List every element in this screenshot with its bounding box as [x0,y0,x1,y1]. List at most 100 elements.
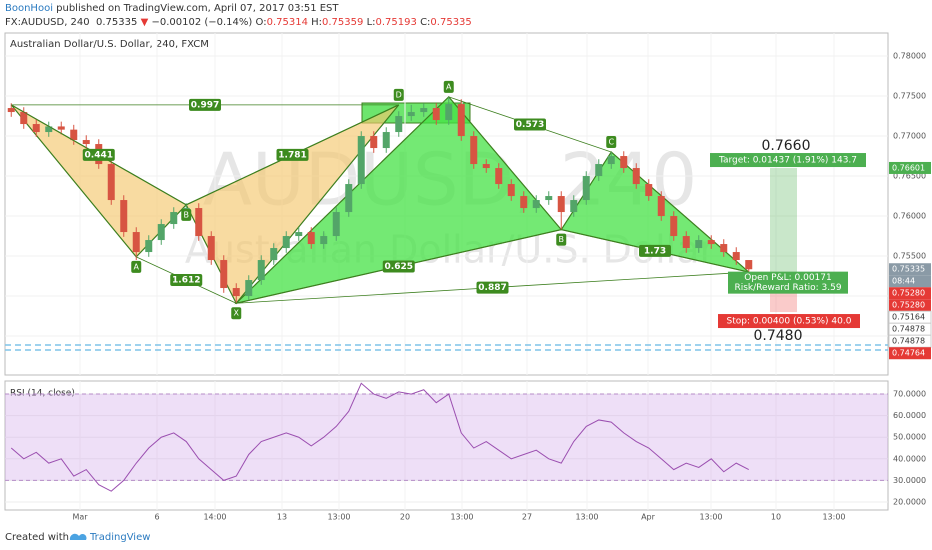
y-tick-label: 0.78000 [893,52,926,61]
footer-created: Created with [5,532,69,543]
candle-body [532,200,540,209]
candle-body [82,140,90,145]
pnl-text: Open P&L: 0.00171 [744,273,831,283]
candle-body [545,196,553,201]
x-tick-label: 13:00 [699,513,722,522]
candle-body [70,129,78,141]
candle-body [407,112,415,117]
price-tag-label: 0.75280 [892,301,925,310]
last-price: 0.75335 [96,17,137,28]
candle-body [595,164,603,177]
header-line: BoonHooi published on TradingView.com, A… [5,3,339,14]
ratio-label: 1.781 [278,150,306,160]
point-label: B [559,235,565,244]
y-tick-label: 50.0000 [893,433,926,442]
ratio-box [514,118,546,131]
price-tag [889,263,931,276]
candle-body [607,156,615,165]
candle-body [420,108,428,113]
x-tick-label: 13:00 [575,513,598,522]
y-tick-label: 60.0000 [893,411,926,420]
price-tag-label: 0.75280 [892,289,925,298]
price-tag [889,299,931,312]
candle-body [470,136,478,165]
rsi-pane [4,380,889,511]
price-tag-label: 08:44 [892,277,915,286]
ohlc-key: O: [256,17,267,28]
symbol-line: FX:AUDUSD, 240 0.75335 ▼ −0.00102 (−0.14… [5,17,472,28]
candle-body [382,132,390,149]
x-tick-label: 13:00 [822,513,845,522]
point-label: X [234,309,240,318]
candle-body [670,216,678,237]
point-label: A [134,262,140,271]
candle-body [745,260,753,270]
published: published on TradingView.com, April 07, … [53,3,339,14]
candle-body [257,260,265,281]
candle-body [157,224,165,241]
y-tick-label: 0.76500 [893,172,926,181]
ratio-box [170,274,203,287]
x-tick-label: 27 [522,513,532,522]
candle-body [645,184,653,197]
ratio-label: 0.887 [478,283,506,293]
symbol: FX:AUDUSD, 240 [5,17,90,28]
price-tag-label: 0.74764 [892,349,925,358]
candle-body [632,168,640,185]
point-box [393,88,404,101]
candle-body [232,288,240,297]
price-tag [889,161,931,174]
target-text: Target: 0.01437 (1.91%) 143.7 [718,156,857,166]
ratio-label: 0.573 [516,120,544,130]
candle-body [720,244,728,253]
price-tag-label: 0.76601 [892,163,925,172]
ratio-box [639,244,671,257]
price-tag-label: 0.75164 [892,313,925,322]
candle-body [120,200,128,233]
candle-body [132,232,140,253]
candle-body [457,104,465,137]
price-pane [4,32,889,376]
candle-body [282,236,290,249]
ohlc-value: 0.75335 [430,17,471,28]
candle-body [682,236,690,249]
point-box [231,307,242,320]
candle-body [495,168,503,185]
target-box [710,153,866,168]
candle-body [7,108,15,113]
candle-body [657,196,665,217]
y-tick-label: 20.0000 [893,497,926,506]
price-tag [889,347,931,360]
candle-body [320,236,328,245]
ratio-box [276,148,309,161]
candle-body [557,196,565,213]
candle-body [245,280,253,297]
ratio-box [476,281,509,294]
point-box [606,136,617,149]
ratio-box [189,98,221,111]
stop-price: 0.7480 [754,328,803,344]
y-tick-label: 0.75500 [893,252,926,261]
candle-body [370,136,378,149]
price-tag-label: 0.75335 [892,265,925,274]
candle-body [582,176,590,201]
price-tag-label: 0.74878 [892,337,925,346]
x-tick-label: 10 [771,513,781,522]
candle-body [695,240,703,249]
ratio-box [382,260,415,273]
y-tick-label: 40.0000 [893,454,926,463]
author[interactable]: BoonHooi [5,3,53,14]
ratio-label: 0.997 [191,100,219,110]
candle-body [295,232,303,237]
footer-brand[interactable]: TradingView [89,532,150,543]
y-tick-label: 30.0000 [893,476,926,485]
ratio-label: 0.441 [85,150,113,160]
ohlc-key: C: [420,17,430,28]
y-tick-label: 0.76000 [893,212,926,221]
y-tick-label: 70.0000 [893,390,926,399]
candle-body [432,108,440,121]
point-box [556,233,567,246]
chart-title: Australian Dollar/U.S. Dollar, 240, FXCM [10,39,209,50]
x-tick-label: 13 [277,513,287,522]
candle-body [270,248,278,261]
